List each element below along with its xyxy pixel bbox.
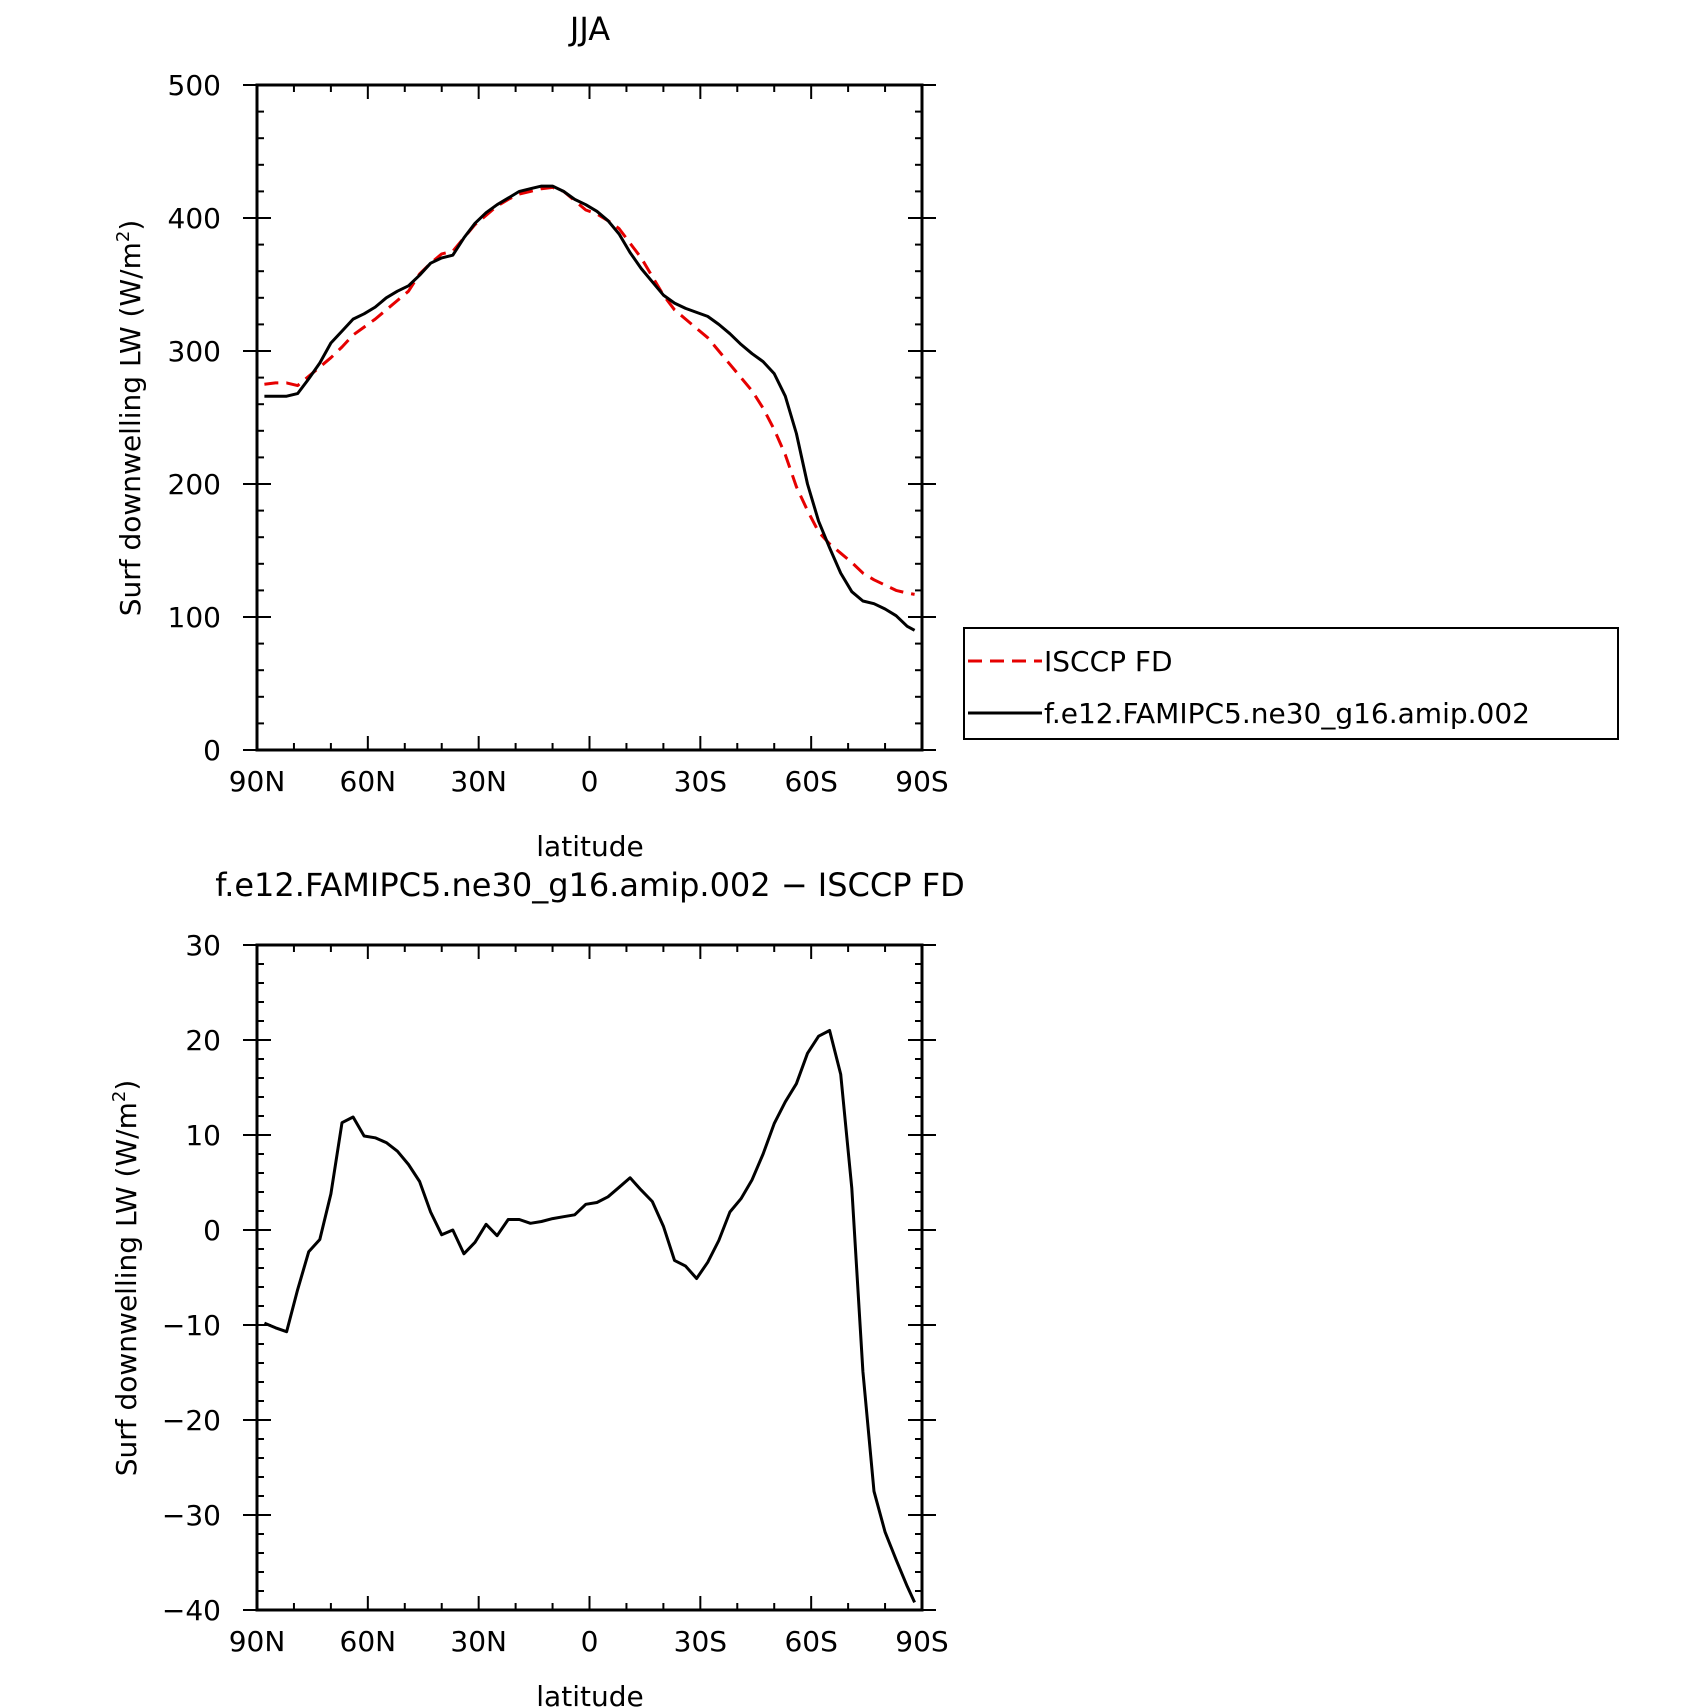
bottom-panel: f.e12.FAMIPC5.ne30_g16.amip.002 − ISCCP … [109, 866, 965, 1708]
bottom-y-axis-title-main: Surf downwelling LW (W/m [110, 1102, 143, 1476]
top-y-axis-title-tail: ) [114, 220, 147, 231]
top-series-line-1 [264, 184, 916, 632]
top-x-tick-label: 0 [581, 765, 599, 798]
top-y-tick-label: 500 [168, 69, 221, 102]
bottom-x-tick-label: 90S [895, 1625, 948, 1658]
top-x-tick-label: 90S [895, 765, 948, 798]
top-axis-ticks: 90N 60N 30N 0 30S 60S 90S 0 100 200 300 400 500 [168, 69, 949, 798]
top-x-tick-label: 90N [229, 765, 286, 798]
top-series-line-0 [264, 185, 915, 596]
bottom-y-tick-label: −30 [162, 1499, 221, 1532]
bottom-y-tick-label: −10 [162, 1309, 221, 1342]
bottom-series-line-0 [263, 1029, 916, 1604]
bottom-y-axis-title-tail: ) [110, 1080, 143, 1091]
top-y-axis-title: Surf downwelling LW (W/m2) [113, 220, 147, 617]
bottom-y-tick-label: 30 [185, 929, 221, 962]
bottom-x-tick-label: 90N [229, 1625, 286, 1658]
bottom-y-axis-title: Surf downwelling LW (W/m2) [109, 1080, 143, 1477]
top-y-tick-label: 0 [203, 734, 221, 767]
bottom-y-tick-label: 10 [185, 1119, 221, 1152]
top-series-group [264, 184, 916, 632]
top-y-tick-label: 400 [168, 202, 221, 235]
legend: ISCCP FD f.e12.FAMIPC5.ne30_g16.amip.002 [963, 627, 1619, 740]
bottom-y-tick-label: −40 [162, 1594, 221, 1627]
bottom-plot-frame [255, 943, 924, 1612]
top-x-tick-label: 60N [340, 765, 397, 798]
top-x-axis-title: latitude [536, 830, 643, 863]
bottom-panel-title: f.e12.FAMIPC5.ne30_g16.amip.002 − ISCCP … [215, 866, 965, 904]
top-y-tick-label: 100 [168, 601, 221, 634]
top-plot-frame [255, 83, 924, 752]
bottom-x-tick-label: 30N [450, 1625, 507, 1658]
bottom-axis-ticks: 90N 60N 30N 0 30S 60S 90S −40 −30 −20 −10 0 10 20 30 [162, 929, 949, 1658]
bottom-y-tick-label: −20 [162, 1404, 221, 1437]
top-x-tick-label: 30S [674, 765, 727, 798]
bottom-x-tick-label: 60N [340, 1625, 397, 1658]
legend-label-isccp: ISCCP FD [1044, 645, 1173, 678]
bottom-x-axis-title: latitude [536, 1680, 643, 1708]
bottom-x-tick-label: 30S [674, 1625, 727, 1658]
bottom-y-axis-title-sup: 2 [109, 1091, 130, 1102]
legend-box [963, 627, 1619, 740]
top-y-tick-label: 300 [168, 335, 221, 368]
top-y-axis-title-main: Surf downwelling LW (W/m [114, 242, 147, 616]
top-panel: JJA 90N 60N 30N 0 30S 60S 90S0100200300400500 … [113, 10, 949, 863]
bottom-series-group [263, 1029, 916, 1604]
top-x-tick-label: 30N [450, 765, 507, 798]
top-panel-title: JJA [568, 10, 610, 48]
bottom-x-tick-label: 60S [784, 1625, 837, 1658]
top-x-tick-label: 60S [784, 765, 837, 798]
bottom-y-tick-label: 20 [185, 1024, 221, 1057]
legend-label-model: f.e12.FAMIPC5.ne30_g16.amip.002 [1044, 697, 1530, 730]
top-y-axis-title-sup: 2 [113, 231, 134, 242]
bottom-x-tick-label: 0 [581, 1625, 599, 1658]
bottom-y-tick-label: 0 [203, 1214, 221, 1247]
top-y-tick-label: 200 [168, 468, 221, 501]
